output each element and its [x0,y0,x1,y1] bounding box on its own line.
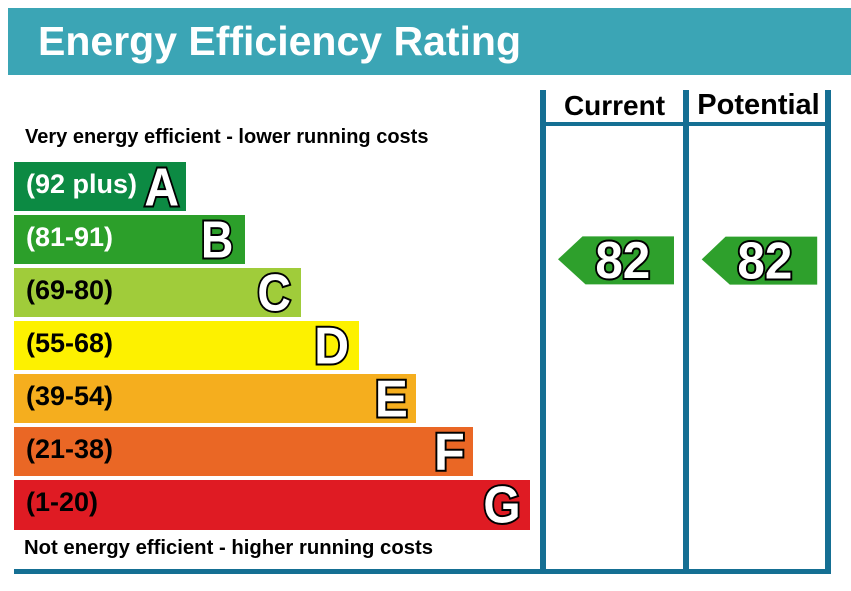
svg-text:82: 82 [595,231,650,289]
svg-text:B: B [201,211,233,269]
svg-text:F: F [434,423,465,481]
svg-text:C: C [257,264,290,322]
svg-text:E: E [375,369,408,427]
svg-text:G: G [483,476,520,534]
svg-text:82: 82 [737,231,792,289]
svg-text:A: A [144,157,179,217]
svg-text:D: D [314,317,349,375]
